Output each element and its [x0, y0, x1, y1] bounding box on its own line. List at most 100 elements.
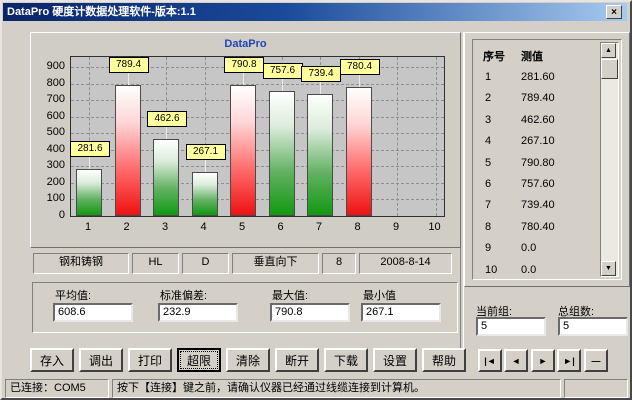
save-button[interactable]: 存入 [30, 348, 74, 372]
field-probe: D [182, 253, 229, 274]
row-value: 780.40 [521, 220, 555, 233]
x-tick-label: 9 [392, 221, 400, 233]
clear-button[interactable]: 清除 [226, 348, 270, 372]
value-label-connector [320, 82, 321, 94]
status-extra [564, 379, 628, 398]
measurement-list: 序号 测值 1 281.60 2 789.40 3 462.60 4 267.10 5 790.8… [472, 39, 622, 280]
bar [268, 91, 295, 216]
x-tick-label: 3 [161, 221, 169, 233]
status-connection: 已连接：COM5 [5, 379, 109, 398]
row-value: 0.0 [521, 263, 537, 276]
value-label-connector [358, 75, 360, 87]
value-label-connector [281, 79, 283, 91]
y-tick-label: 400 [46, 142, 65, 155]
row-index: 9 [485, 242, 492, 255]
total-group-input[interactable]: 5 [558, 317, 628, 336]
avg-value[interactable]: 608.6 [53, 303, 133, 322]
row-value: 790.80 [521, 156, 555, 169]
help-button[interactable]: 帮助 [422, 348, 466, 372]
status-message: 按下【连接】键之前，请确认仪器已经通过线缆连接到计算机。 [112, 379, 561, 398]
bar-chart-plot-area: 281.6 789.4 462.6 267.1 790.8 757.6 739.4 780.4 [70, 56, 445, 217]
gridline-h [71, 149, 444, 151]
x-tick-label: 2 [123, 221, 130, 233]
measurement-table-panel: 序号 测值 1 281.60 2 789.40 3 462.60 4 267.10 5 790.8… [464, 32, 630, 287]
statistics-group: 平均值: 608.6 标准偏差: 232.9 最大值: 790.8 最小值 26… [32, 282, 458, 333]
bar [345, 87, 372, 216]
bar [191, 172, 218, 216]
scroll-up-button[interactable]: ▲ [601, 43, 616, 58]
recall-button[interactable]: 调出 [79, 348, 123, 372]
row-value: 267.10 [521, 135, 555, 148]
max-label: 最大值: [272, 290, 309, 302]
stddev-label: 标准偏差: [160, 290, 208, 302]
disconnect-button[interactable]: 断开 [275, 348, 319, 372]
row-index: 5 [485, 156, 492, 169]
gridline-v [89, 57, 90, 216]
x-tick-label: 8 [354, 221, 361, 233]
row-index: 6 [485, 178, 492, 190]
min-label: 最小值 [363, 290, 396, 302]
y-tick-label: 0 [58, 209, 65, 221]
y-tick-label: 800 [46, 76, 65, 89]
current-group-input[interactable]: 5 [476, 317, 546, 336]
field-material: 钢和铸钢 [33, 253, 129, 274]
y-tick-label: 100 [46, 192, 65, 205]
print-button[interactable]: 打印 [128, 348, 172, 372]
x-tick-label: 7 [315, 221, 323, 233]
nav-first-button[interactable]: |◄ [478, 349, 502, 372]
stddev-value[interactable]: 232.9 [158, 303, 238, 322]
min-value[interactable]: 267.1 [361, 303, 441, 322]
y-tick-label: 900 [46, 60, 65, 72]
bar-value-label: 462.6 [147, 111, 187, 127]
scrollbar-thumb[interactable] [601, 59, 618, 79]
row-index: 2 [485, 92, 492, 105]
gridline-h [71, 116, 444, 118]
value-label-connector [127, 73, 129, 85]
bar [76, 169, 102, 216]
bar-value-label: 790.8 [224, 57, 264, 73]
settings-button[interactable]: 设置 [373, 348, 417, 372]
y-tick-label: 300 [46, 159, 65, 172]
x-tick-label: 4 [200, 221, 207, 233]
row-index: 8 [485, 220, 492, 233]
scroll-down-button[interactable]: ▼ [601, 261, 616, 276]
download-button[interactable]: 下载 [324, 348, 368, 372]
title-bar[interactable]: DataPro 硬度计数据处理软件-版本:1.1 [3, 3, 627, 21]
chart-title: DataPro [224, 38, 267, 50]
nav-prev-button[interactable]: ◄ [504, 349, 528, 372]
bar [114, 85, 141, 216]
row-index: 3 [485, 113, 492, 126]
nav-minus-button[interactable]: — [584, 349, 608, 372]
bar [153, 139, 179, 216]
x-tick-label: 1 [84, 221, 92, 233]
row-value: 0.0 [521, 242, 537, 255]
nav-last-button[interactable]: ►| [557, 349, 581, 372]
row-index: 4 [485, 135, 492, 148]
x-tick-label: 10 [428, 221, 441, 233]
value-label-connector [204, 160, 206, 172]
gridline-v [435, 57, 437, 216]
bar-value-label: 267.1 [185, 144, 226, 160]
gridline-v [397, 57, 398, 216]
close-button[interactable]: × [606, 5, 622, 19]
window-title: DataPro 硬度计数据处理软件-版本:1.1 [7, 6, 196, 18]
max-value[interactable]: 790.8 [270, 303, 350, 322]
bar-value-label: 757.6 [262, 63, 303, 79]
bar-value-label: 780.4 [339, 59, 380, 75]
field-scale: HL [132, 253, 179, 274]
total-group-label: 总组数: [558, 306, 595, 318]
row-value: 281.60 [521, 71, 555, 83]
bar-value-label: 281.6 [70, 141, 110, 157]
bar [230, 85, 256, 216]
row-index: 7 [485, 199, 492, 212]
current-group-label: 当前组: [476, 306, 513, 318]
nav-next-button[interactable]: ► [531, 349, 555, 372]
field-count: 8 [322, 253, 356, 274]
table-scrollbar[interactable]: ▲ ▼ [600, 42, 619, 277]
gridline-h [71, 133, 444, 135]
row-index: 1 [485, 71, 492, 83]
value-label-connector [243, 73, 244, 85]
y-tick-label: 600 [46, 109, 65, 122]
avg-label: 平均值: [55, 290, 92, 302]
limit-button[interactable]: 超限 [177, 348, 221, 372]
